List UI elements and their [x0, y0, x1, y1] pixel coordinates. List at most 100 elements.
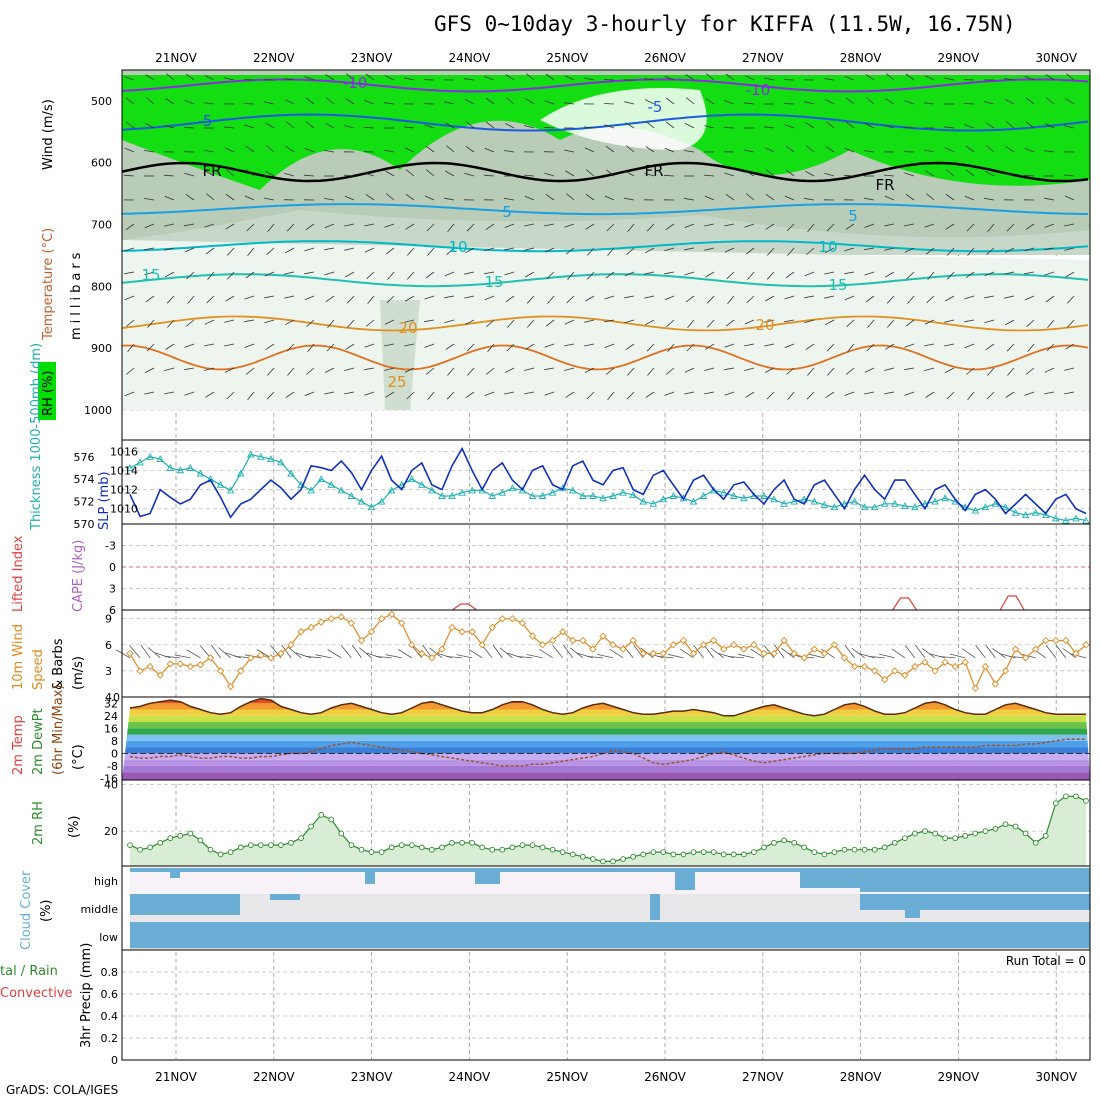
wind-barb: [907, 295, 915, 304]
wind-barb: [225, 169, 235, 177]
wind-barb: [1004, 271, 1015, 275]
temperature-tick: 0: [111, 747, 118, 760]
wind-barb: [304, 391, 315, 396]
wind-barb: [844, 295, 855, 301]
rh-point: [579, 853, 586, 860]
wind-barb: [826, 223, 835, 232]
rh-point: [207, 846, 214, 853]
wind-barb: [167, 319, 175, 328]
wind-barb: [884, 125, 895, 129]
contour-label: FR: [202, 162, 221, 180]
wind-barb-10m: [1062, 648, 1077, 659]
lifted-index-tick: 6: [109, 604, 116, 617]
wind-speed-point: [911, 662, 919, 671]
rh-area: [130, 796, 1086, 866]
wind-barb: [684, 223, 695, 228]
wind-barb: [245, 145, 255, 153]
rh-point: [720, 851, 727, 858]
wind-barb: [465, 145, 475, 153]
wind-barb: [567, 271, 575, 280]
contour-label: 5: [502, 203, 512, 221]
rh-point: [459, 839, 465, 846]
thickness-point: [619, 488, 627, 496]
wind-barb: [1066, 295, 1075, 304]
wind-barb: [504, 271, 515, 276]
thickness-point: [156, 455, 164, 462]
wind-barb-10m: [199, 645, 211, 659]
wind-barb-10m: [844, 644, 855, 659]
wind-barb: [944, 77, 955, 81]
wind-barb-10m: [385, 654, 402, 659]
wind-barb-10m: [499, 647, 513, 659]
thickness-point: [236, 469, 245, 477]
wind-barb: [987, 223, 995, 232]
date-label-bottom: 30NOV: [1035, 1070, 1077, 1084]
wind-barb: [624, 197, 635, 201]
wind-speed-point: [679, 636, 688, 645]
rh-point: [449, 839, 455, 846]
wind-barb: [224, 147, 235, 153]
wind-barb: [1024, 247, 1035, 252]
wind-barb: [324, 198, 335, 201]
wind-barb: [224, 319, 235, 323]
wind-barb: [227, 247, 235, 256]
rh-dry-pocket: [540, 88, 707, 150]
wind-speed-point: [710, 636, 718, 645]
contour-label: 5: [848, 207, 858, 225]
rh-point: [418, 844, 425, 851]
wind-barb: [407, 247, 415, 256]
wind-speed-point: [408, 641, 416, 649]
date-label-top: 23NOV: [351, 51, 393, 65]
wind-speed-point: [1021, 654, 1030, 662]
wind-barb: [465, 319, 475, 326]
rh-legend-label: RH (%): [41, 371, 56, 416]
wind-barb: [684, 247, 695, 251]
temperature-ylabel-text: 2m Temp: [11, 715, 26, 775]
wind-barb-10m: [526, 654, 543, 659]
thickness-point: [760, 492, 768, 499]
wind-barb: [945, 169, 955, 177]
wind-speed-point: [599, 632, 607, 640]
wind-barb: [705, 271, 715, 278]
wind-barb: [344, 223, 355, 227]
wind-barb: [325, 122, 335, 129]
wind-barb: [965, 271, 975, 279]
wind-barb: [925, 170, 935, 177]
rh-point: [237, 844, 244, 851]
wind-barb: [985, 170, 995, 177]
wind-speed-point: [810, 645, 818, 653]
wind-barb: [226, 391, 235, 400]
wind-barb: [1064, 223, 1075, 227]
wind-barb: [303, 174, 315, 177]
wind-barb: [586, 271, 595, 280]
rh-point: [811, 849, 818, 855]
wind-barb: [764, 343, 775, 347]
slp-ylabel: SLP (mb): [97, 471, 112, 530]
wind-barb-10m: [657, 656, 674, 659]
wind-barb: [1004, 295, 1015, 299]
wind-speed-point: [156, 671, 164, 679]
wind-barb-10m: [763, 645, 775, 659]
rh-point: [529, 842, 536, 848]
slp-tick: 1014: [110, 465, 138, 478]
temperature-series: [129, 697, 1086, 717]
wind-barb: [783, 103, 795, 105]
rh-point: [519, 842, 526, 848]
wind-speed-point: [1042, 636, 1050, 645]
rh-point: [771, 839, 777, 846]
wind-barb: [945, 223, 955, 230]
wind-speed-point: [176, 660, 184, 668]
wind-barb: [404, 77, 415, 81]
temperature-unit: (°C): [71, 744, 86, 770]
cloud-cover-bar: [860, 872, 1090, 892]
date-label-top: 27NOV: [742, 51, 784, 65]
thickness-point: [800, 495, 808, 503]
rh-point: [147, 844, 153, 851]
wind-barb: [786, 223, 795, 232]
thickness-point: [941, 494, 949, 502]
wind-barb: [684, 123, 695, 129]
wind-barb: [144, 150, 155, 153]
wind-barb: [924, 75, 935, 81]
wind-barb: [964, 319, 975, 323]
wind-barb: [723, 127, 735, 129]
